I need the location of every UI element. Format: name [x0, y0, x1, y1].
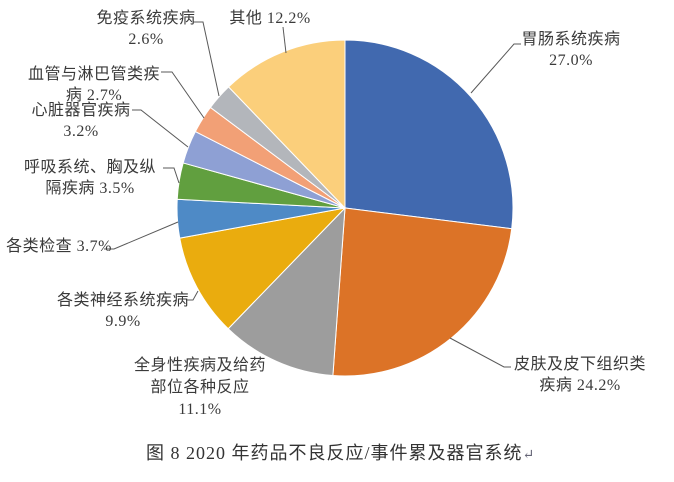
callout-gastrointestinal: 胃肠系统疾病 27.0%: [496, 29, 646, 71]
callout-label: 免疫系统疾病: [96, 10, 196, 27]
callout-vascular-lymphatic: 血管与淋巴管类疾 病 2.7%: [24, 64, 164, 106]
pie-slice-systemic: [227, 206, 346, 377]
callout-nervous: 各类神经系统疾病 9.9%: [53, 290, 193, 332]
leader-line-skin: [449, 337, 511, 368]
leader-line-respiratory: [163, 167, 180, 184]
callout-percent: 隔疾病 3.5%: [45, 180, 135, 197]
callout-label: 各类神经系统疾病: [56, 292, 189, 309]
pie-slice-skin: [332, 207, 513, 377]
callout-percent: 9.9%: [105, 313, 141, 330]
callout-immune: 免疫系统疾病 2.6%: [76, 8, 216, 50]
callout-label: 血管与淋巴管类疾: [27, 66, 160, 83]
callout-percent: 疾病 24.2%: [539, 377, 621, 394]
callout-other: 其他 12.2%: [200, 8, 340, 29]
callout-label: 其他 12.2%: [229, 10, 311, 27]
pie-slice-nervous: [179, 207, 347, 330]
callout-cardiac: 心脏器官疾病 3.2%: [11, 100, 151, 142]
leader-line-cardiac: [132, 109, 189, 148]
callout-label: 各类检查 3.7%: [6, 238, 112, 255]
callout-label: 心脏器官疾病: [31, 102, 131, 119]
leader-line-investigations: [104, 221, 179, 250]
figure-caption: 图 8 2020 年药品不良反应/事件累及器官系统↵: [146, 439, 534, 465]
leader-line-other: [282, 26, 287, 54]
callout-label: 皮肤及皮下组织类: [513, 356, 646, 373]
leader-line-gastrointestinal: [470, 43, 521, 94]
callout-label: 胃肠系统疾病: [521, 31, 621, 48]
callout-label: 全身性疾病及给药: [133, 357, 266, 374]
pie-slice-other: [227, 39, 346, 210]
callout-respiratory: 呼吸系统、胸及纵 隔疾病 3.5%: [20, 157, 160, 199]
callout-percent: 3.2%: [63, 123, 99, 140]
leader-line-nervous: [186, 290, 199, 301]
callout-percent: 27.0%: [549, 52, 593, 69]
leader-line-immune: [193, 21, 220, 97]
callout-label: 部位各种反应: [150, 379, 250, 396]
leader-line-vascular: [161, 71, 205, 119]
pie-slice-gastrointestinal: [344, 39, 514, 230]
callout-percent: 2.6%: [128, 31, 164, 48]
callout-investigations: 各类检查 3.7%: [0, 236, 120, 257]
paragraph-return-mark: ↵: [522, 448, 535, 463]
callout-systemic: 全身性疾病及给药 部位各种反应 11.1%: [130, 355, 270, 421]
callout-percent: 11.1%: [178, 401, 222, 418]
callout-skin: 皮肤及皮下组织类 疾病 24.2%: [505, 354, 655, 396]
callout-label: 呼吸系统、胸及纵: [23, 159, 156, 176]
figure-caption-text: 图 8 2020 年药品不良反应/事件累及器官系统: [146, 443, 523, 463]
callout-percent: 病 2.7%: [65, 87, 123, 104]
